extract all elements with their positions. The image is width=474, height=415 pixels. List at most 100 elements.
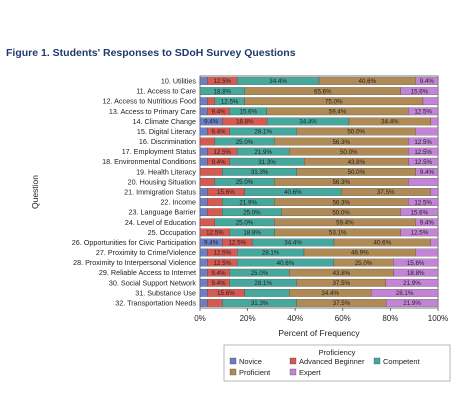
x-tick-label: 0%	[194, 314, 206, 323]
data-label: 34.4%	[284, 240, 302, 247]
data-label: 50.0%	[340, 149, 358, 156]
data-label: 56.3%	[332, 179, 350, 186]
data-label: 50.0%	[332, 209, 350, 216]
legend-label-advanced-beginner: Advanced Beginner	[299, 357, 365, 366]
data-label: 12.5%	[411, 230, 429, 237]
bar-segment-expert	[408, 147, 439, 156]
bar-segment-expert	[400, 208, 439, 217]
data-label: 56.3%	[332, 139, 350, 146]
data-label: 28.1%	[254, 129, 272, 136]
data-label: 59.4%	[329, 109, 347, 116]
bar-segment-expert	[385, 278, 439, 287]
bar-segment-novice	[199, 188, 208, 196]
data-label: 12.5%	[206, 230, 224, 237]
bar-segment-novice	[199, 77, 208, 85]
legend-label-expert: Expert	[299, 368, 322, 377]
category-label: 28. Proximity to Interpersonal Violence	[73, 258, 196, 267]
bar-segment-expert	[422, 97, 439, 106]
data-label: 75.0%	[325, 98, 343, 105]
data-label: 40.6%	[284, 189, 302, 196]
category-label: 14. Climate Change	[132, 117, 196, 126]
data-label: 34.4%	[299, 119, 317, 126]
bar-segment-advanced-beginner	[199, 167, 223, 176]
bar-segment-expert	[400, 87, 439, 95]
category-label: 26. Opportunities for Civic Participatio…	[72, 238, 196, 247]
data-label: 25.0%	[355, 260, 373, 267]
data-label: 31.3%	[251, 169, 269, 176]
bar-segment-novice	[199, 289, 208, 297]
bar-segment-advanced-beginner	[199, 218, 215, 227]
bar-segment-expert	[415, 77, 439, 85]
data-label: 50.0%	[348, 169, 366, 176]
x-axis-title: Percent of Frequency	[278, 328, 360, 338]
bar-segment-expert	[408, 107, 439, 116]
data-label: 31.3%	[251, 300, 269, 307]
x-tick-label: 40%	[287, 314, 303, 323]
category-label: 32. Transportation Needs	[115, 298, 196, 307]
bar-segment-novice	[199, 97, 208, 106]
bar-segment-expert	[385, 299, 439, 307]
category-label: 24. Level of Education	[125, 218, 196, 227]
data-label: 43.8%	[333, 270, 351, 277]
bars-group: 12.5% 34.4% 40.6% 9.4%18.8% 65.6% 15.6%12.5% 7…	[199, 77, 439, 307]
data-label: 15.6%	[217, 290, 235, 297]
legend-swatch-expert	[289, 368, 297, 376]
bar-segment-expert	[393, 268, 439, 277]
x-tick-label: 80%	[382, 314, 398, 323]
data-label: 15.6%	[240, 109, 258, 116]
bar-segment-novice	[199, 208, 208, 217]
data-label: 53.1%	[329, 230, 347, 237]
category-label: 19. Health Literacy	[136, 167, 196, 176]
category-label: 29. Reliable Access to Internet	[99, 268, 196, 277]
bar-segment-expert	[430, 117, 439, 126]
data-label: 34.4%	[321, 290, 339, 297]
data-label: 37.5%	[332, 280, 350, 287]
bar-segment-novice	[199, 268, 208, 277]
data-label: 9.4%	[204, 119, 219, 126]
data-label: 25.0%	[236, 219, 254, 226]
data-label: 15.6%	[411, 88, 429, 95]
bar-segment-novice	[199, 248, 208, 257]
legend-swatch-competent	[373, 357, 381, 365]
legend-label-proficient: Proficient	[239, 368, 271, 377]
category-label: 16. Discrimination	[139, 137, 196, 146]
data-label: 18.8%	[236, 119, 254, 126]
legend-label-novice: Novice	[239, 357, 262, 366]
data-label: 12.5%	[213, 250, 231, 257]
data-label: 34.4%	[381, 119, 399, 126]
bar-segment-novice	[199, 198, 208, 206]
data-label: 12.5%	[228, 240, 246, 247]
data-label: 9.4%	[420, 219, 435, 226]
bar-segment-expert	[393, 258, 439, 267]
data-label: 34.4%	[269, 78, 287, 85]
data-label: 25.0%	[236, 179, 254, 186]
data-label: 25.0%	[251, 270, 269, 277]
bar-segment-expert	[415, 248, 439, 257]
category-label: 13. Access to Primary Care	[109, 107, 196, 116]
bar-segment-expert	[408, 137, 439, 146]
data-label: 9.4%	[212, 109, 227, 116]
data-label: 37.5%	[333, 300, 351, 307]
data-label: 15.6%	[217, 189, 235, 196]
data-label: 12.5%	[414, 199, 432, 206]
category-label: 25. Occupation	[148, 228, 196, 237]
data-label: 15.6%	[411, 209, 429, 216]
data-label: 9.4%	[212, 159, 227, 166]
x-tick-label: 60%	[335, 314, 351, 323]
legend-title: Proficiency	[319, 348, 356, 357]
bar-segment-novice	[199, 147, 208, 156]
category-label: 15. Digital Literacy	[137, 127, 197, 136]
data-label: 12.5%	[213, 149, 231, 156]
data-label: 12.5%	[414, 109, 432, 116]
bar-segment-expert	[415, 167, 439, 176]
data-label: 12.5%	[213, 78, 231, 85]
category-label: 17. Employment Status	[122, 147, 197, 156]
category-label: 31. Substance Use	[135, 288, 196, 297]
data-label: 40.6%	[374, 240, 392, 247]
bar-segment-advanced-beginner	[199, 178, 215, 186]
y-axis-title: Question	[30, 175, 40, 209]
bar-segment-expert	[415, 127, 439, 136]
data-label: 28.1%	[396, 290, 414, 297]
data-label: 46.9%	[351, 250, 369, 257]
